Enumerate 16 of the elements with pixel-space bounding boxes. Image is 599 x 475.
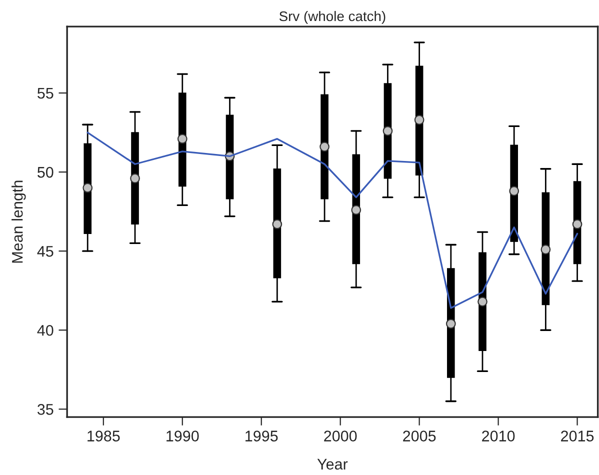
- x-tick-label: 1995: [246, 430, 278, 442]
- x-tick-label: 2010: [482, 430, 515, 442]
- chart-title: Srv (whole catch): [279, 10, 386, 24]
- x-axis-title: Year: [317, 458, 348, 470]
- y-tick-label: 45: [37, 246, 54, 257]
- y-tick-label: 55: [38, 88, 54, 99]
- x-tick-label: 2015: [561, 430, 594, 442]
- x-tick-label: 1990: [166, 430, 199, 442]
- y-tick-label: 35: [37, 404, 54, 415]
- y-tick-label: 50: [38, 166, 54, 178]
- y-tick-label: 40: [37, 324, 54, 336]
- y-axis-title: Mean length: [12, 180, 26, 263]
- x-tick-label: 1985: [88, 430, 120, 442]
- x-tick-label: 2000: [324, 430, 357, 442]
- line-series: [86, 132, 578, 309]
- x-tick-label: 2005: [403, 430, 436, 442]
